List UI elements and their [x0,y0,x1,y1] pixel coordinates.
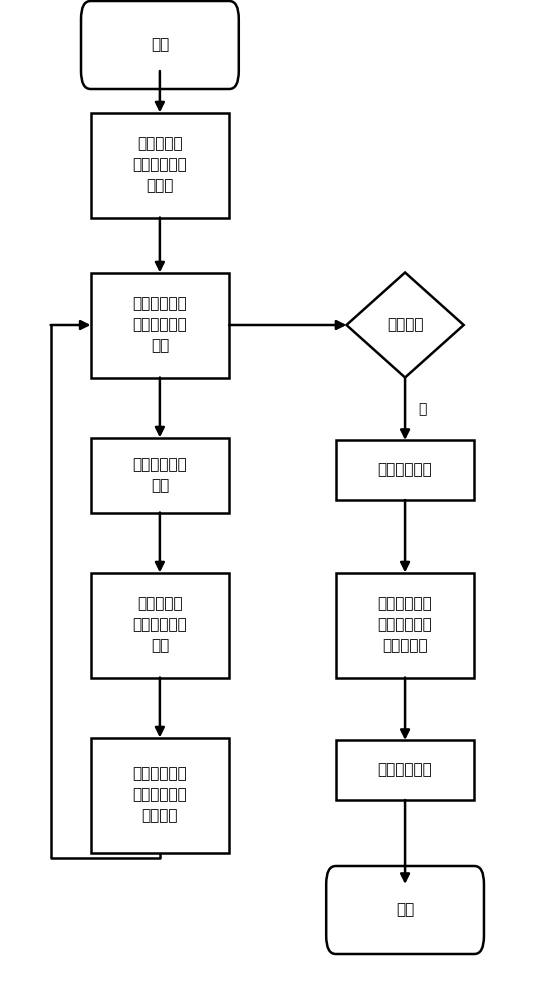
Bar [91,112,229,218]
Bar [91,738,229,852]
Text: 基于枢纽路径
和车流路径决
策出发计划: 基于枢纽路径 和车流路径决 策出发计划 [378,596,432,654]
FancyBboxPatch shape [326,866,484,954]
Text: 列车到达计划
编制: 列车到达计划 编制 [133,457,187,493]
Bar [336,572,474,678]
Bar [91,572,229,678]
Text: 是: 是 [418,402,427,416]
Bar [336,740,474,800]
Text: 确定解体顺
序，分配解体
调机: 确定解体顺 序，分配解体 调机 [133,596,187,654]
FancyBboxPatch shape [81,1,239,89]
Text: 开始: 开始 [151,37,169,52]
Bar [91,438,229,512]
Bar [91,272,229,377]
Bar [336,440,474,500]
Polygon shape [346,272,464,377]
Text: 结束: 结束 [396,902,414,918]
Text: 分配尾部调机: 分配尾部调机 [378,462,432,478]
Text: 基于车流路径
决策车辆集结
组合方案: 基于车流路径 决策车辆集结 组合方案 [133,766,187,824]
Text: 基于车流路径
分析集结股道
现车: 基于车流路径 分析集结股道 现车 [133,296,187,354]
Text: 加载车站股
道、调机等设
备数据: 加载车站股 道、调机等设 备数据 [133,136,187,194]
Text: 阶段计划下达: 阶段计划下达 [378,762,432,778]
Text: 是否满轴: 是否满轴 [387,318,423,332]
